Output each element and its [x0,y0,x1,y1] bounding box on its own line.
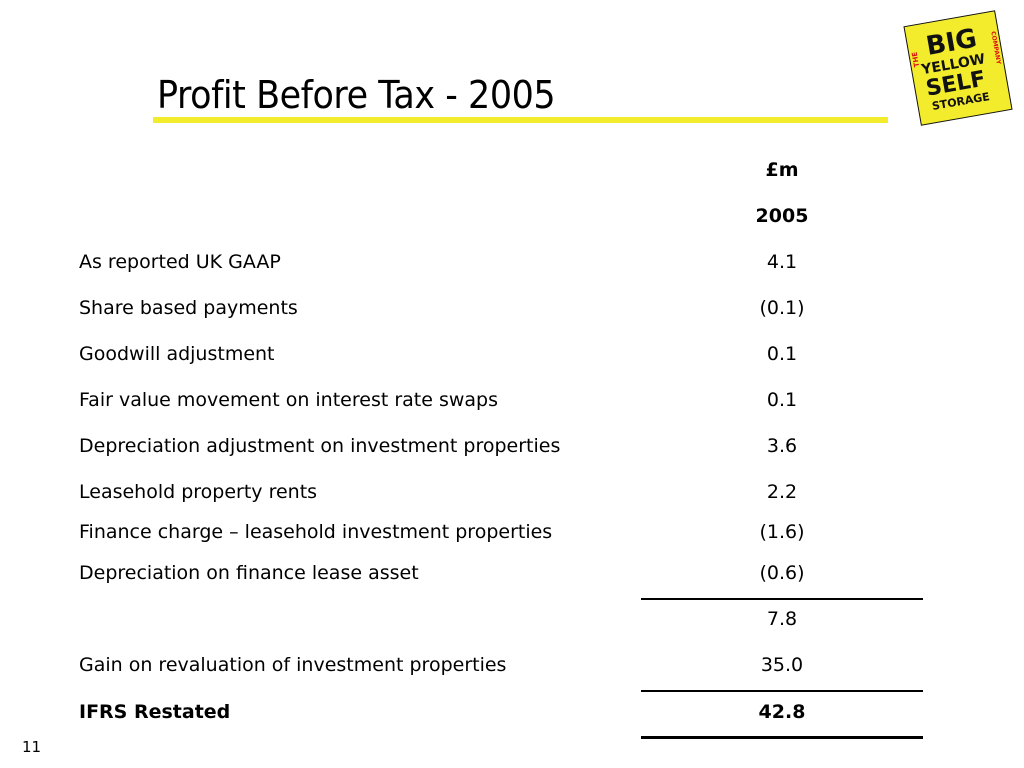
table-header-year-row: 2005 [0,204,1024,228]
row-value: 0.1 [766,389,798,411]
row-label: Goodwill adjustment [79,343,275,365]
big-yellow-self-storage-logo: THE BIG YELLOW SELF STORAGE COMPANY [903,10,1013,126]
row-value: (0.6) [759,562,805,584]
row-label: Depreciation on finance lease asset [79,562,419,584]
row-label: As reported UK GAAP [79,251,281,273]
row-label: Gain on revaluation of investment proper… [79,654,507,676]
logo-the: THE [911,51,922,68]
subtotal-rule [641,598,923,600]
table-row: Goodwill adjustment 0.1 [0,342,1024,366]
total-label: IFRS Restated [79,701,231,723]
row-value: 4.1 [766,251,798,273]
row-value: (0.1) [759,297,805,319]
table-row: As reported UK GAAP 4.1 [0,250,1024,274]
row-label: Leasehold property rents [79,481,318,503]
row-value: (1.6) [759,521,805,543]
total-double-rule [641,736,923,739]
row-value: 35.0 [760,654,804,676]
header-unit: £m [765,159,799,181]
table-row: Fair value movement on interest rate swa… [0,388,1024,412]
subtotal-row: 7.8 [0,607,1024,631]
header-year: 2005 [755,205,809,227]
table-header-unit-row: £m [0,158,1024,182]
row-value: 2.2 [766,481,798,503]
page-number: 11 [22,738,42,756]
row-label: Fair value movement on interest rate swa… [79,389,499,411]
revaluation-row: Gain on revaluation of investment proper… [0,653,1024,677]
slide-title: Profit Before Tax - 2005 [157,73,556,117]
row-label: Finance charge – leasehold investment pr… [79,521,553,543]
table-row: Share based payments (0.1) [0,296,1024,320]
subtotal-value: 7.8 [766,608,798,630]
logo-background [903,10,1013,126]
title-underline [153,117,888,123]
total-value: 42.8 [758,701,806,723]
total-rule [641,690,923,692]
table-row: Finance charge – leasehold investment pr… [0,520,1024,544]
table-row: Leasehold property rents 2.2 [0,480,1024,504]
row-value: 3.6 [766,435,798,457]
total-row: IFRS Restated 42.8 [0,700,1024,724]
row-label: Depreciation adjustment on investment pr… [79,435,561,457]
table-row: Depreciation adjustment on investment pr… [0,434,1024,458]
row-value: 0.1 [766,343,798,365]
table-row: Depreciation on finance lease asset (0.6… [0,561,1024,585]
row-label: Share based payments [79,297,298,319]
